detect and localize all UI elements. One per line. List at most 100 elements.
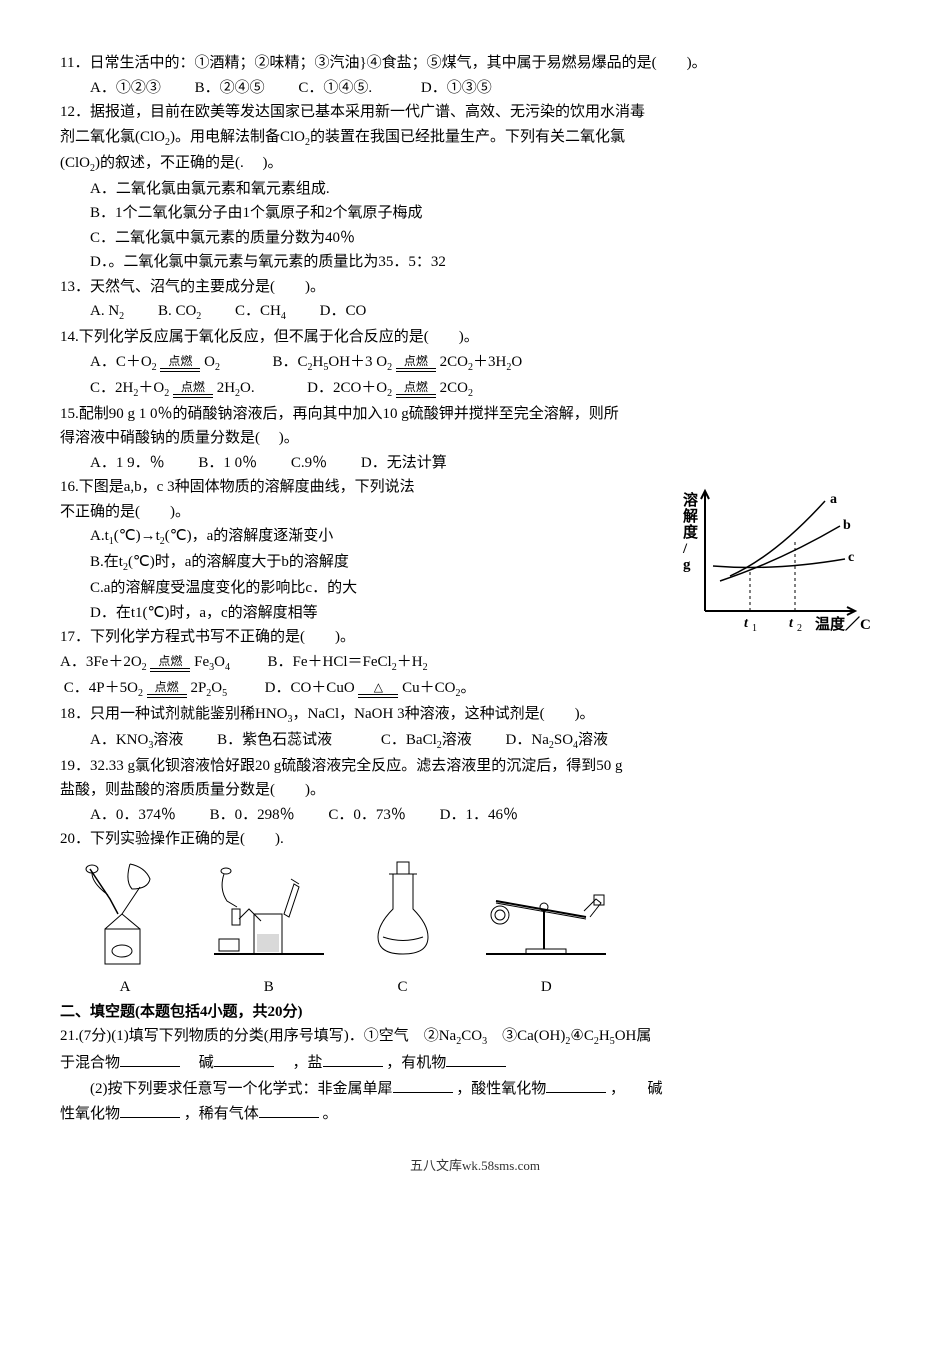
q17-a-post: Fe [194, 654, 209, 670]
q12-l2c: 的装置在我国已经批量生产。下列有关二氧化氯 [310, 129, 625, 145]
q15-a: A．1 9．％ [90, 455, 165, 471]
q11-stem: 11．日常生活中的：①酒精；②味精；③汽油}④食盐；⑤煤气，其中属于易燃易爆品的… [60, 52, 890, 75]
q21-l1: 21.(7分)(1)填写下列物质的分类(用序号填写)．①空气 ②Na2CO3 ③… [60, 1025, 890, 1049]
experiment-a-icon [70, 859, 180, 969]
q18-c: C．BaCl [381, 732, 437, 748]
q14-b-post: 2CO [440, 354, 468, 370]
q19-b: B．0．298％ [210, 807, 295, 823]
blank-input[interactable] [546, 1077, 606, 1093]
blank-input[interactable] [259, 1102, 319, 1118]
blank-input[interactable] [393, 1077, 453, 1093]
q19-d: D．1．46％ [440, 807, 518, 823]
experiment-c-icon [353, 859, 453, 969]
q19-l2: 盐酸，则盐酸的溶质质量分数是( )。 [60, 779, 890, 802]
q13-b: B. CO [158, 303, 196, 319]
q14-b-eth: H [313, 354, 324, 370]
solubility-chart: 溶解度/gabct1t2温度／C [670, 476, 890, 654]
blank-input[interactable] [120, 1051, 180, 1067]
q12-l3b: )的叙述，不正确的是(. )。 [95, 155, 283, 171]
arrow-heat-icon [358, 681, 398, 695]
q14-c-plus: ＋O [138, 380, 164, 396]
q13-stem: 13．天然气、沼气的主要成分是( )。 [60, 276, 890, 299]
q17-a-o: O [214, 654, 225, 670]
q20-label-c: C [348, 976, 458, 999]
q11-opt-c: C．①④⑤. [298, 80, 372, 96]
svg-text:g: g [683, 557, 691, 573]
experiment-d-icon [466, 859, 626, 969]
q14-row2: C．2H2＋O2 点燃 2H2O. D．2CO＋O2 点燃 2CO2 [60, 377, 890, 401]
blank-input[interactable] [120, 1102, 180, 1118]
svg-text:解: 解 [683, 507, 698, 525]
q19-c: C．0．73％ [328, 807, 406, 823]
blank-input[interactable] [323, 1051, 383, 1067]
q14-c-o: O. [240, 380, 255, 396]
svg-text:/: / [682, 541, 688, 557]
q18-d: D．Na [506, 732, 549, 748]
section-2-heading: 二、填空题(本题包括4小题，共20分) [60, 1001, 890, 1024]
q21-l2: 于混合物 碱 ，盐 ，有机物 [60, 1051, 890, 1075]
q17-row1: A．3Fe＋2O2 点燃 Fe3O4 B．Fe＋HCl＝FeCl2＋H2 [60, 651, 890, 675]
q15-d: D．无法计算 [361, 455, 447, 471]
q12-opt-c: C．二氧化氯中氯元素的质量分数为40％ [60, 227, 890, 250]
q17-d-post: Cu＋CO [402, 680, 455, 696]
q20-label-b: B [194, 976, 344, 999]
q19-a: A．0．374％ [90, 807, 176, 823]
q12-opt-a: A．二氧化氯由氯元素和氧元素组成. [60, 178, 890, 201]
q18-a: A．KNO [90, 732, 148, 748]
q20-label-d: D [461, 976, 631, 999]
q12-l2a: 剂二氧化氯(ClO [60, 129, 165, 145]
q18-options: A．KNO3溶液 B．紫色石蕊试液 C．BaCl2溶液 D．Na2SO4溶液 [60, 729, 890, 753]
svg-text:1: 1 [752, 623, 757, 634]
svg-text:溶: 溶 [683, 491, 698, 509]
q15-b: B．1 0％ [198, 455, 257, 471]
q14-b-pre: B．C [273, 354, 308, 370]
q12-l1: 12．据报道，目前在欧美等发达国家已基本采用新一代广谱、高效、无污染的饮用水消毒 [60, 101, 890, 124]
q13-d: D．CO [320, 303, 367, 319]
q20-label-a: A [60, 976, 190, 999]
experiment-b-icon [199, 859, 339, 969]
q20-stem: 20．下列实验操作正确的是( ). [60, 828, 890, 851]
q11-opt-d: D．①③⑤ [421, 80, 492, 96]
q15-options: A．1 9．％ B．1 0％ C.9％ D．无法计算 [60, 452, 890, 475]
q21-l3: (2)按下列要求任意写一个化学式：非金属单犀 ，酸性氧化物 ， 碱 [60, 1077, 890, 1101]
q12-opt-b: B．1个二氧化氯分子由1个氯原子和2个氧原子梅成 [60, 202, 890, 225]
q13-a: A. N [90, 303, 119, 319]
blank-input[interactable] [214, 1051, 274, 1067]
q19-l1: 19．32.33 g氯化钡溶液恰好跟20 g硫酸溶液完全反应。滤去溶液里的沉淀后… [60, 755, 890, 778]
q12-l3a: (ClO [60, 155, 90, 171]
q19-options: A．0．374％ B．0．298％ C．0．73％ D．1．46％ [60, 804, 890, 827]
q17-a-pre: A．3Fe＋2O [60, 654, 142, 670]
svg-text:度: 度 [683, 523, 699, 541]
q11-options: A．①②③ B．②④⑤ C．①④⑤. D．①③⑤ [60, 77, 890, 100]
q14-d-post: 2CO [440, 380, 468, 396]
q13-c: C．CH [235, 303, 281, 319]
q14-row1: A．C＋O2 点燃 O2 B．C2H5OH＋3 O2 点燃 2CO2＋3H2O [60, 351, 890, 375]
svg-text:2: 2 [797, 623, 802, 634]
q14-stem: 14.下列化学反应属于氧化反应，但不属于化合反应的是( )。 [60, 326, 890, 349]
q12-l2b: )。用电解法制备ClO [170, 129, 305, 145]
svg-text:a: a [830, 492, 837, 507]
q12-l3: (ClO2)的叙述，不正确的是(. )。 [60, 152, 890, 176]
blank-input[interactable] [446, 1051, 506, 1067]
q15-l1: 15.配制90 g 1 0％的硝酸钠溶液后，再向其中加入10 g硫酸钾并搅拌至完… [60, 403, 890, 426]
q15-l2: 得溶液中硝酸钠的质量分数是( )。 [60, 427, 890, 450]
arrow-ignite-icon: 点燃 [396, 355, 436, 369]
svg-text:t: t [789, 616, 794, 631]
q18-stem: 18．只用一种试剂就能鉴别稀HNO3，NaCl，NaOH 3种溶液，这种试剂是(… [60, 703, 890, 727]
svg-text:t: t [744, 616, 749, 631]
q14-a-pre: A．C＋O [90, 354, 152, 370]
q14-d-pre: D．2CO＋O [307, 380, 387, 396]
arrow-ignite-icon: 点燃 [173, 381, 213, 395]
q17-b-pre: B．Fe＋HCl＝FeCl [268, 654, 392, 670]
q17-d-tail: 。 [461, 680, 476, 696]
q14-b-o: O [511, 354, 522, 370]
q18-b: B．紫色石蕊试液 [217, 732, 332, 748]
q17-c-pre: C．4P＋5O [64, 680, 138, 696]
page-footer: 五八文库wk.58sms.com [60, 1156, 890, 1176]
arrow-ignite-icon: 点燃 [147, 681, 187, 695]
q14-c-pre: C．2H [90, 380, 133, 396]
q17-c-o: O [211, 680, 222, 696]
q14-b-oh: OH＋3 O [328, 354, 387, 370]
q11-opt-a: A．①②③ [90, 80, 161, 96]
q14-b-h2o: ＋3H [473, 354, 506, 370]
